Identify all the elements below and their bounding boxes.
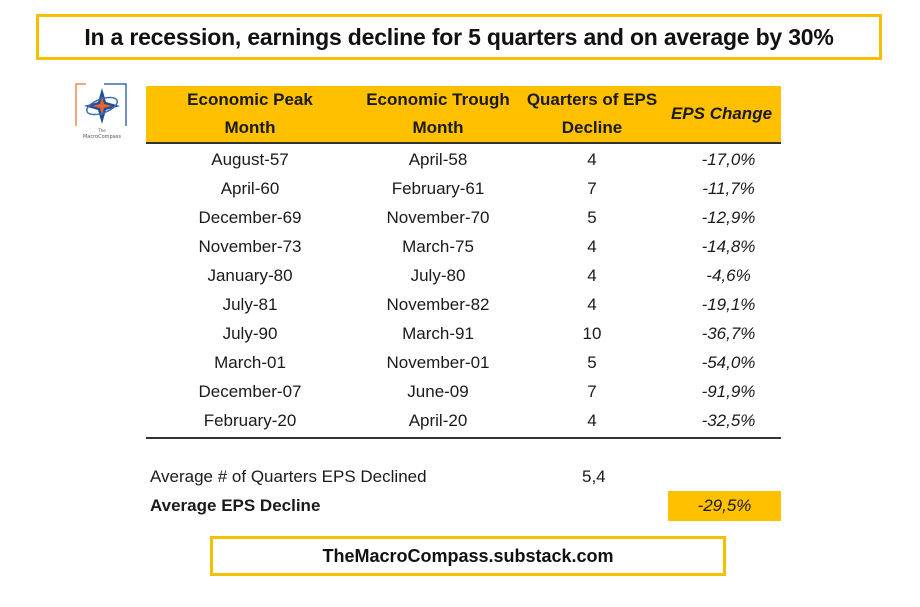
- avg-quarters-label: Average # of Quarters EPS Declined: [150, 466, 427, 486]
- header-text: Economic Peak: [187, 90, 313, 109]
- header-trough-month: Economic Trough Month: [354, 86, 522, 142]
- trough-month-cell: March-91: [402, 323, 474, 343]
- peak-month-cell: March-01: [214, 352, 286, 372]
- quarters-cell: 10: [582, 323, 602, 343]
- peak-month-cell: December-07: [198, 381, 302, 401]
- table-row: November-73 March-75 4 -14,8%: [146, 232, 781, 261]
- eps-change-cell: -36,7%: [701, 323, 756, 343]
- eps-change-cell: -54,0%: [701, 352, 756, 372]
- footer-url[interactable]: TheMacroCompass.substack.com: [322, 545, 614, 566]
- avg-eps-value: -29,5%: [668, 491, 781, 521]
- eps-change-cell: -11,7%: [702, 178, 755, 198]
- quarters-cell: 7: [587, 178, 597, 198]
- header-text: Quarters of EPS: [526, 90, 658, 109]
- avg-quarters-value: 5,4: [582, 466, 606, 486]
- table-row: February-20 April-20 4 -32,5%: [146, 406, 781, 435]
- footer-banner: TheMacroCompass.substack.com: [210, 536, 726, 576]
- logo-caption: MacroCompass: [83, 134, 121, 140]
- table-body: August-57 April-58 4 -17,0% April-60 February…: [146, 144, 781, 439]
- trough-month-cell: April-58: [408, 149, 468, 169]
- quarters-cell: 5: [587, 352, 597, 372]
- avg-eps-row: Average EPS Decline -29,5%: [150, 491, 781, 521]
- table-row: January-80 July-80 4 -4,6%: [146, 261, 781, 290]
- trough-month-cell: November-70: [386, 207, 490, 227]
- trough-month-cell: July-80: [410, 265, 466, 285]
- quarters-cell: 4: [587, 236, 597, 256]
- eps-change-cell: -12,9%: [701, 207, 756, 227]
- header-text: EPS Change: [670, 104, 773, 123]
- trough-month-cell: February-61: [391, 178, 485, 198]
- peak-month-cell: August-57: [211, 149, 289, 169]
- trough-month-cell: June-09: [407, 381, 469, 401]
- header-text: Decline: [561, 118, 623, 137]
- table-row: July-81 November-82 4 -19,1%: [146, 290, 781, 319]
- header-text: Month: [412, 118, 464, 137]
- table-row: December-69 November-70 5 -12,9%: [146, 203, 781, 232]
- eps-change-cell: -91,9%: [701, 381, 756, 401]
- summary-section: Average # of Quarters EPS Declined 5,4 A…: [150, 462, 781, 521]
- table-row: July-90 March-91 10 -36,7%: [146, 319, 781, 348]
- trough-month-cell: April-20: [408, 410, 468, 430]
- quarters-cell: 4: [587, 294, 597, 314]
- quarters-cell: 4: [587, 265, 597, 285]
- logo-caption-small: The: [97, 128, 106, 133]
- peak-month-cell: July-81: [222, 294, 278, 314]
- trough-month-cell: March-75: [402, 236, 474, 256]
- compass-logo-icon: The MacroCompass: [75, 83, 127, 140]
- table-row: December-07 June-09 7 -91,9%: [146, 377, 781, 406]
- peak-month-cell: April-60: [220, 178, 280, 198]
- header-text: Month: [224, 118, 276, 137]
- quarters-cell: 4: [587, 410, 597, 430]
- macrocompass-logo: The MacroCompass: [74, 82, 130, 140]
- title-banner: In a recession, earnings decline for 5 q…: [36, 14, 882, 60]
- avg-quarters-row: Average # of Quarters EPS Declined 5,4: [150, 462, 781, 491]
- trough-month-cell: November-82: [386, 294, 490, 314]
- quarters-cell: 5: [587, 207, 597, 227]
- table-row: April-60 February-61 7 -11,7%: [146, 174, 781, 203]
- table-row: March-01 November-01 5 -54,0%: [146, 348, 781, 377]
- table-header: Economic Peak Month Economic Trough Mont…: [146, 86, 781, 144]
- peak-month-cell: February-20: [203, 410, 297, 430]
- quarters-cell: 7: [587, 381, 597, 401]
- quarters-cell: 4: [587, 149, 597, 169]
- peak-month-cell: November-73: [198, 236, 302, 256]
- recession-eps-table: Economic Peak Month Economic Trough Mont…: [146, 86, 781, 439]
- trough-month-cell: November-01: [386, 352, 490, 372]
- peak-month-cell: July-90: [222, 323, 278, 343]
- eps-change-cell: -4,6%: [706, 265, 751, 285]
- page-title: In a recession, earnings decline for 5 q…: [84, 23, 834, 50]
- header-peak-month: Economic Peak Month: [146, 86, 354, 142]
- header-eps-change: EPS Change: [662, 100, 781, 128]
- eps-change-cell: -32,5%: [701, 410, 756, 430]
- peak-month-cell: January-80: [207, 265, 293, 285]
- header-quarters-decline: Quarters of EPS Decline: [522, 86, 662, 142]
- header-text: Economic Trough: [366, 90, 510, 109]
- eps-change-cell: -14,8%: [701, 236, 756, 256]
- eps-change-cell: -19,1%: [701, 294, 756, 314]
- peak-month-cell: December-69: [198, 207, 302, 227]
- avg-eps-label: Average EPS Decline: [150, 495, 321, 515]
- eps-change-cell: -17,0%: [701, 149, 756, 169]
- table-row: August-57 April-58 4 -17,0%: [146, 145, 781, 174]
